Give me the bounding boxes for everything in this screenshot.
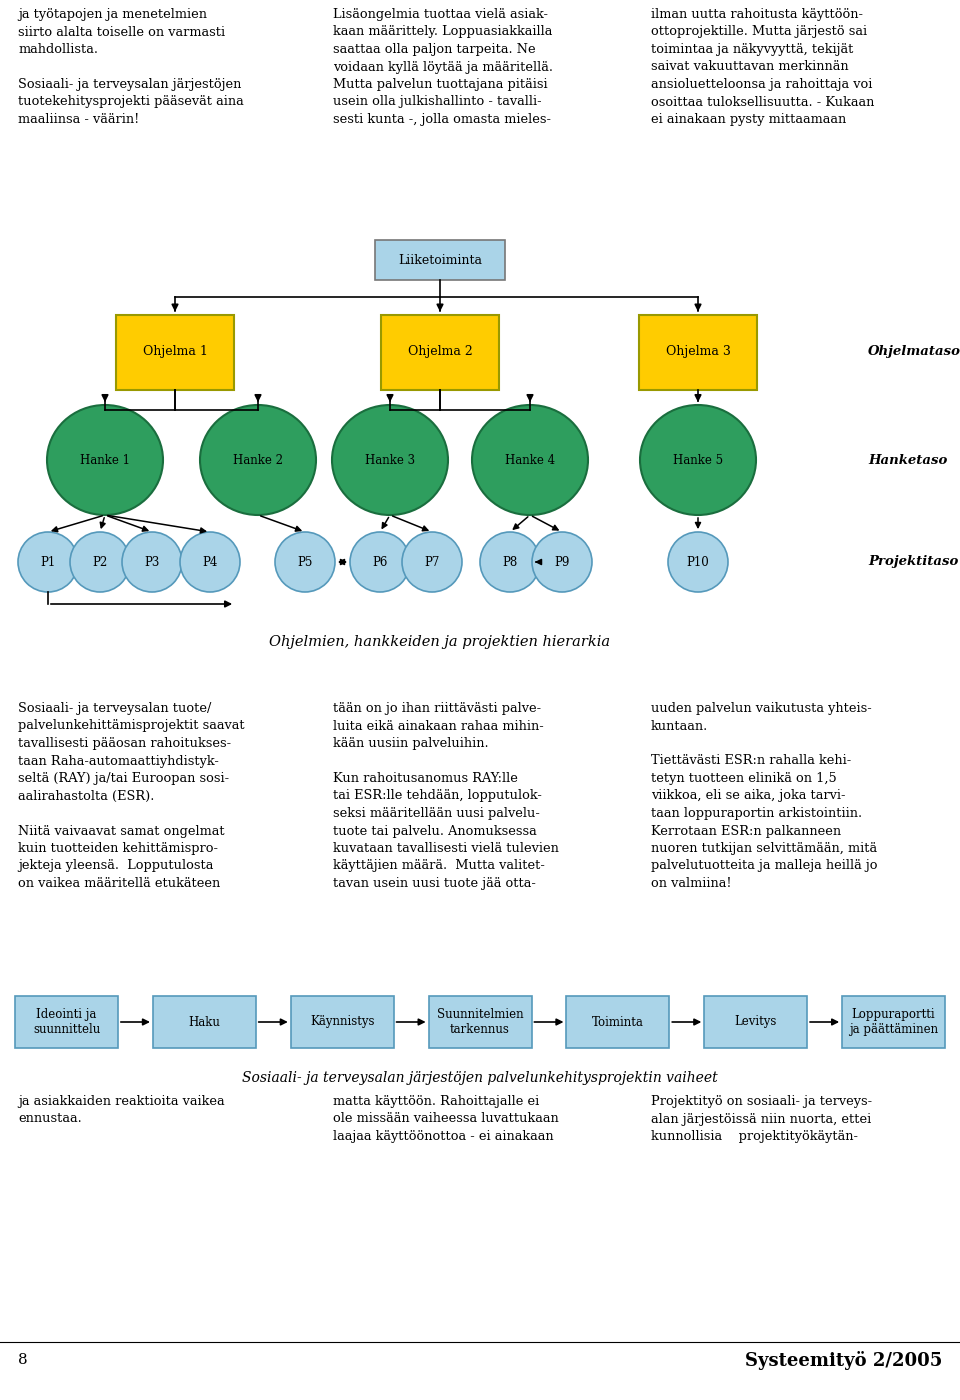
- Ellipse shape: [640, 405, 756, 515]
- Text: Lisäongelmia tuottaa vielä asiak-
kaan määrittely. Loppuasiakkailla
saattaa olla: Lisäongelmia tuottaa vielä asiak- kaan m…: [333, 8, 553, 126]
- Text: P2: P2: [92, 556, 108, 568]
- FancyBboxPatch shape: [381, 315, 499, 389]
- Text: Projektityö on sosiaali- ja terveys-
alan järjestöissä niin nuorta, ettei
kunnol: Projektityö on sosiaali- ja terveys- ala…: [651, 1095, 872, 1142]
- Text: Haku: Haku: [188, 1015, 220, 1029]
- Circle shape: [122, 532, 182, 592]
- Text: Käynnistys: Käynnistys: [310, 1015, 374, 1029]
- FancyBboxPatch shape: [116, 315, 234, 389]
- FancyBboxPatch shape: [566, 995, 669, 1049]
- Text: P5: P5: [298, 556, 313, 568]
- Text: Ohjelma 1: Ohjelma 1: [143, 346, 207, 358]
- Circle shape: [275, 532, 335, 592]
- Text: Systeemityö 2/2005: Systeemityö 2/2005: [745, 1351, 942, 1369]
- Ellipse shape: [200, 405, 316, 515]
- Text: Projektitaso: Projektitaso: [868, 556, 958, 568]
- Ellipse shape: [332, 405, 448, 515]
- Text: Hanke 2: Hanke 2: [233, 454, 283, 466]
- Text: ja asiakkaiden reaktioita vaikea
ennustaa.: ja asiakkaiden reaktioita vaikea ennusta…: [18, 1095, 225, 1126]
- Text: P6: P6: [372, 556, 388, 568]
- FancyBboxPatch shape: [639, 315, 757, 389]
- FancyBboxPatch shape: [842, 995, 945, 1049]
- Text: P3: P3: [144, 556, 159, 568]
- Text: Hanke 5: Hanke 5: [673, 454, 723, 466]
- Text: Ideointi ja
suunnittelu: Ideointi ja suunnittelu: [33, 1008, 100, 1036]
- Text: Levitys: Levitys: [734, 1015, 777, 1029]
- Circle shape: [70, 532, 130, 592]
- Text: Sosiaali- ja terveysalan tuote/
palvelunkehittämisprojektit saavat
tavallisesti : Sosiaali- ja terveysalan tuote/ palvelun…: [18, 701, 245, 890]
- Text: P8: P8: [502, 556, 517, 568]
- Text: uuden palvelun vaikutusta yhteis-
kuntaan.

Tiettävästi ESR:n rahalla kehi-
tety: uuden palvelun vaikutusta yhteis- kuntaa…: [651, 701, 877, 890]
- Text: Suunnitelmien
tarkennus: Suunnitelmien tarkennus: [437, 1008, 523, 1036]
- Text: Hanketaso: Hanketaso: [868, 454, 948, 466]
- Text: Liiketoiminta: Liiketoiminta: [398, 253, 482, 266]
- Text: Ohjelmataso: Ohjelmataso: [868, 346, 960, 358]
- Circle shape: [480, 532, 540, 592]
- Circle shape: [18, 532, 78, 592]
- Text: Ohjelma 2: Ohjelma 2: [408, 346, 472, 358]
- Ellipse shape: [472, 405, 588, 515]
- FancyBboxPatch shape: [705, 995, 807, 1049]
- Circle shape: [180, 532, 240, 592]
- Text: P4: P4: [203, 556, 218, 568]
- Text: Hanke 4: Hanke 4: [505, 454, 555, 466]
- Text: Ohjelma 3: Ohjelma 3: [665, 346, 731, 358]
- Text: P7: P7: [424, 556, 440, 568]
- Text: Ohjelmien, hankkeiden ja projektien hierarkia: Ohjelmien, hankkeiden ja projektien hier…: [270, 636, 611, 650]
- Text: Toiminta: Toiminta: [592, 1015, 644, 1029]
- Text: matta käyttöön. Rahoittajalle ei
ole missään vaiheessa luvattukaan
laajaa käyttö: matta käyttöön. Rahoittajalle ei ole mis…: [333, 1095, 559, 1142]
- Text: P9: P9: [554, 556, 569, 568]
- FancyBboxPatch shape: [153, 995, 255, 1049]
- Text: tään on jo ihan riittävästi palve-
luita eikä ainakaan rahaa mihin-
kään uusiin : tään on jo ihan riittävästi palve- luita…: [333, 701, 559, 890]
- Text: 8: 8: [18, 1352, 28, 1366]
- Text: ilman uutta rahoitusta käyttöön-
ottoprojektille. Mutta järjestö sai
toimintaa j: ilman uutta rahoitusta käyttöön- ottopro…: [651, 8, 875, 126]
- FancyBboxPatch shape: [291, 995, 394, 1049]
- FancyBboxPatch shape: [15, 995, 118, 1049]
- Text: P1: P1: [40, 556, 56, 568]
- Text: P10: P10: [686, 556, 709, 568]
- FancyBboxPatch shape: [375, 239, 505, 280]
- Circle shape: [402, 532, 462, 592]
- Circle shape: [668, 532, 728, 592]
- Circle shape: [532, 532, 592, 592]
- Text: Loppuraportti
ja päättäminen: Loppuraportti ja päättäminen: [849, 1008, 938, 1036]
- Ellipse shape: [47, 405, 163, 515]
- Text: Hanke 3: Hanke 3: [365, 454, 415, 466]
- FancyBboxPatch shape: [428, 995, 532, 1049]
- Circle shape: [350, 532, 410, 592]
- Text: Sosiaali- ja terveysalan järjestöjen palvelunkehitysprojektin vaiheet: Sosiaali- ja terveysalan järjestöjen pal…: [242, 1071, 718, 1085]
- Text: Hanke 1: Hanke 1: [80, 454, 130, 466]
- Text: ja työtapojen ja menetelmien
siirto alalta toiselle on varmasti
mahdollista.

So: ja työtapojen ja menetelmien siirto alal…: [18, 8, 244, 126]
